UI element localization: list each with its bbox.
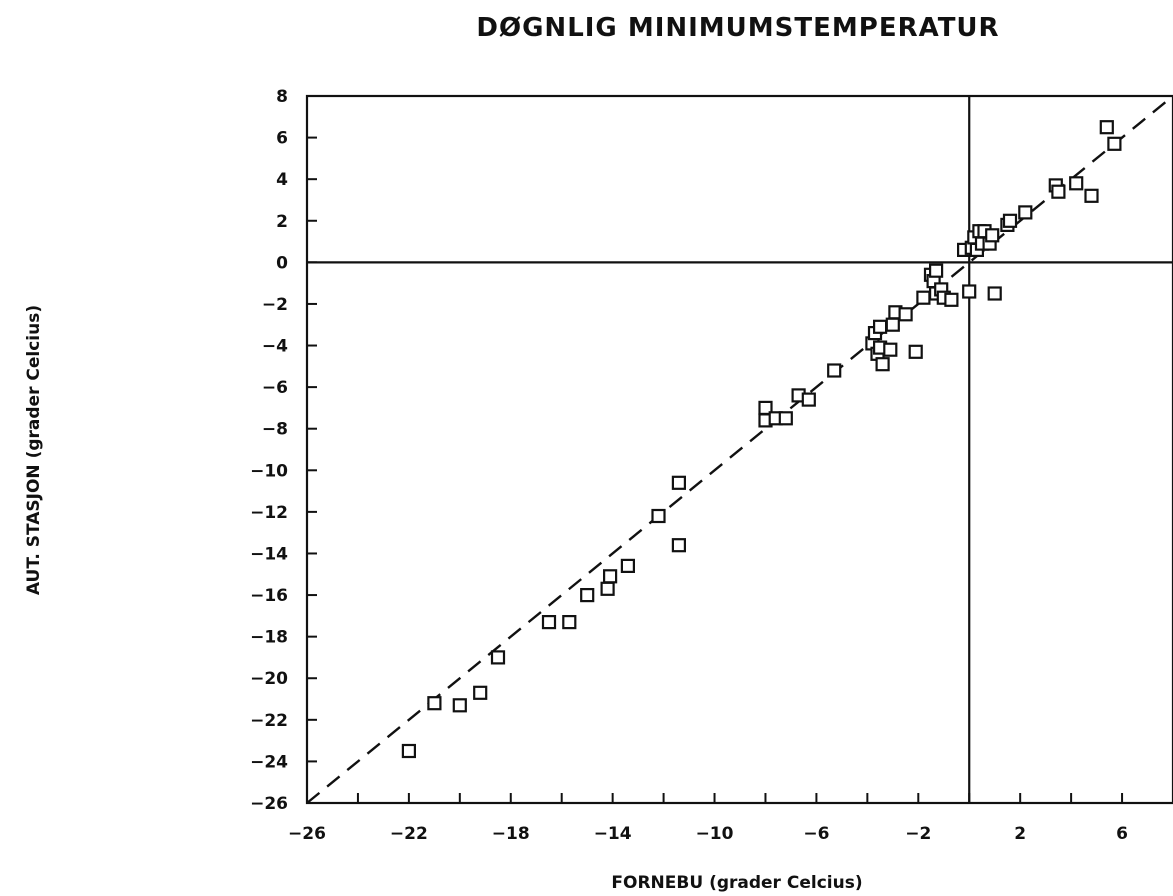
data-point-52 bbox=[1002, 213, 1018, 228]
x-tick-label-3: −14 bbox=[594, 824, 632, 844]
y-axis-label: AUT. STASJON (grader Celcius) bbox=[24, 305, 44, 595]
data-point-8 bbox=[600, 581, 615, 596]
data-point-5 bbox=[541, 614, 557, 630]
data-point-53 bbox=[1018, 205, 1033, 220]
data-point-7 bbox=[580, 587, 595, 603]
data-point-13 bbox=[671, 538, 687, 553]
data-point-35 bbox=[928, 263, 944, 278]
plot-area-border bbox=[305, 94, 1173, 805]
data-point-32 bbox=[916, 290, 931, 305]
data-point-12 bbox=[671, 475, 687, 490]
data-point-26 bbox=[875, 357, 890, 372]
data-point-2 bbox=[452, 698, 467, 713]
x-tick-label-0: −26 bbox=[288, 824, 326, 844]
y-tick-label-15: −22 bbox=[250, 711, 288, 731]
data-point-28 bbox=[885, 317, 900, 332]
y-axis: 8 6 4 2 0 −2 −4 −6 −8 −10 −12 −14 −16 −18 −20 −22 −24 −26 bbox=[250, 87, 317, 814]
y-tick-label-6: −4 bbox=[262, 337, 288, 357]
chart-title: DØGNLIG MINIMUMSTEMPERATUR bbox=[476, 13, 999, 43]
data-point-10 bbox=[620, 558, 636, 574]
identity-line bbox=[306, 95, 1173, 804]
data-point-11 bbox=[651, 508, 666, 524]
data-point-41 bbox=[962, 284, 977, 299]
y-tick-label-2: 4 bbox=[276, 170, 288, 190]
data-point-4 bbox=[490, 650, 506, 665]
data-point-3 bbox=[473, 685, 488, 700]
data-point-58 bbox=[1099, 120, 1114, 135]
y-tick-label-4: 0 bbox=[276, 253, 288, 273]
data-point-9 bbox=[602, 569, 618, 584]
data-point-50 bbox=[987, 286, 1002, 301]
y-tick-label-17: −26 bbox=[250, 794, 288, 814]
y-tick-label-13: −18 bbox=[250, 628, 288, 648]
data-point-1 bbox=[427, 696, 442, 711]
y-tick-label-8: −8 bbox=[262, 420, 288, 440]
data-point-19 bbox=[801, 392, 816, 407]
data-point-59 bbox=[1107, 136, 1122, 151]
data-point-56 bbox=[1069, 176, 1084, 191]
data-point-27 bbox=[883, 342, 898, 357]
y-tick-label-5: −2 bbox=[262, 295, 288, 315]
x-axis-label: FORNEBU (grader Celcius) bbox=[611, 873, 862, 893]
x-tick-label-8: 6 bbox=[1116, 824, 1128, 844]
x-tick-label-2: −18 bbox=[492, 824, 530, 844]
y-tick-label-0: 8 bbox=[276, 87, 288, 107]
x-tick-label-6: −2 bbox=[905, 824, 931, 844]
y-tick-label-12: −16 bbox=[250, 586, 288, 606]
x-axis: −26 −22 −18 −14 −10 −6 −2 2 6 bbox=[288, 793, 1128, 844]
data-point-30 bbox=[898, 307, 913, 322]
y-tick-label-10: −12 bbox=[250, 503, 288, 523]
data-point-57 bbox=[1084, 188, 1099, 203]
data-point-55 bbox=[1051, 184, 1066, 199]
data-point-0 bbox=[401, 743, 416, 759]
x-tick-label-1: −22 bbox=[390, 824, 428, 844]
data-point-39 bbox=[944, 292, 959, 307]
data-point-6 bbox=[562, 614, 577, 630]
y-tick-label-7: −6 bbox=[262, 378, 288, 398]
y-tick-label-1: 6 bbox=[276, 129, 288, 149]
data-point-25 bbox=[872, 319, 888, 334]
y-tick-label-3: 2 bbox=[276, 212, 288, 232]
data-point-20 bbox=[827, 363, 842, 378]
x-tick-label-4: −10 bbox=[696, 824, 734, 844]
data-series bbox=[401, 120, 1122, 759]
x-tick-label-7: 2 bbox=[1014, 824, 1026, 844]
data-point-17 bbox=[778, 411, 793, 426]
reference-lines bbox=[306, 95, 1173, 804]
y-tick-label-16: −24 bbox=[250, 752, 288, 772]
x-tick-label-5: −6 bbox=[803, 824, 829, 844]
data-point-31 bbox=[908, 344, 923, 359]
y-tick-label-14: −20 bbox=[250, 669, 288, 689]
y-tick-label-11: −14 bbox=[250, 544, 288, 564]
y-tick-label-9: −10 bbox=[250, 461, 288, 481]
plot-frame bbox=[305, 94, 1173, 805]
data-point-49 bbox=[985, 228, 1000, 243]
